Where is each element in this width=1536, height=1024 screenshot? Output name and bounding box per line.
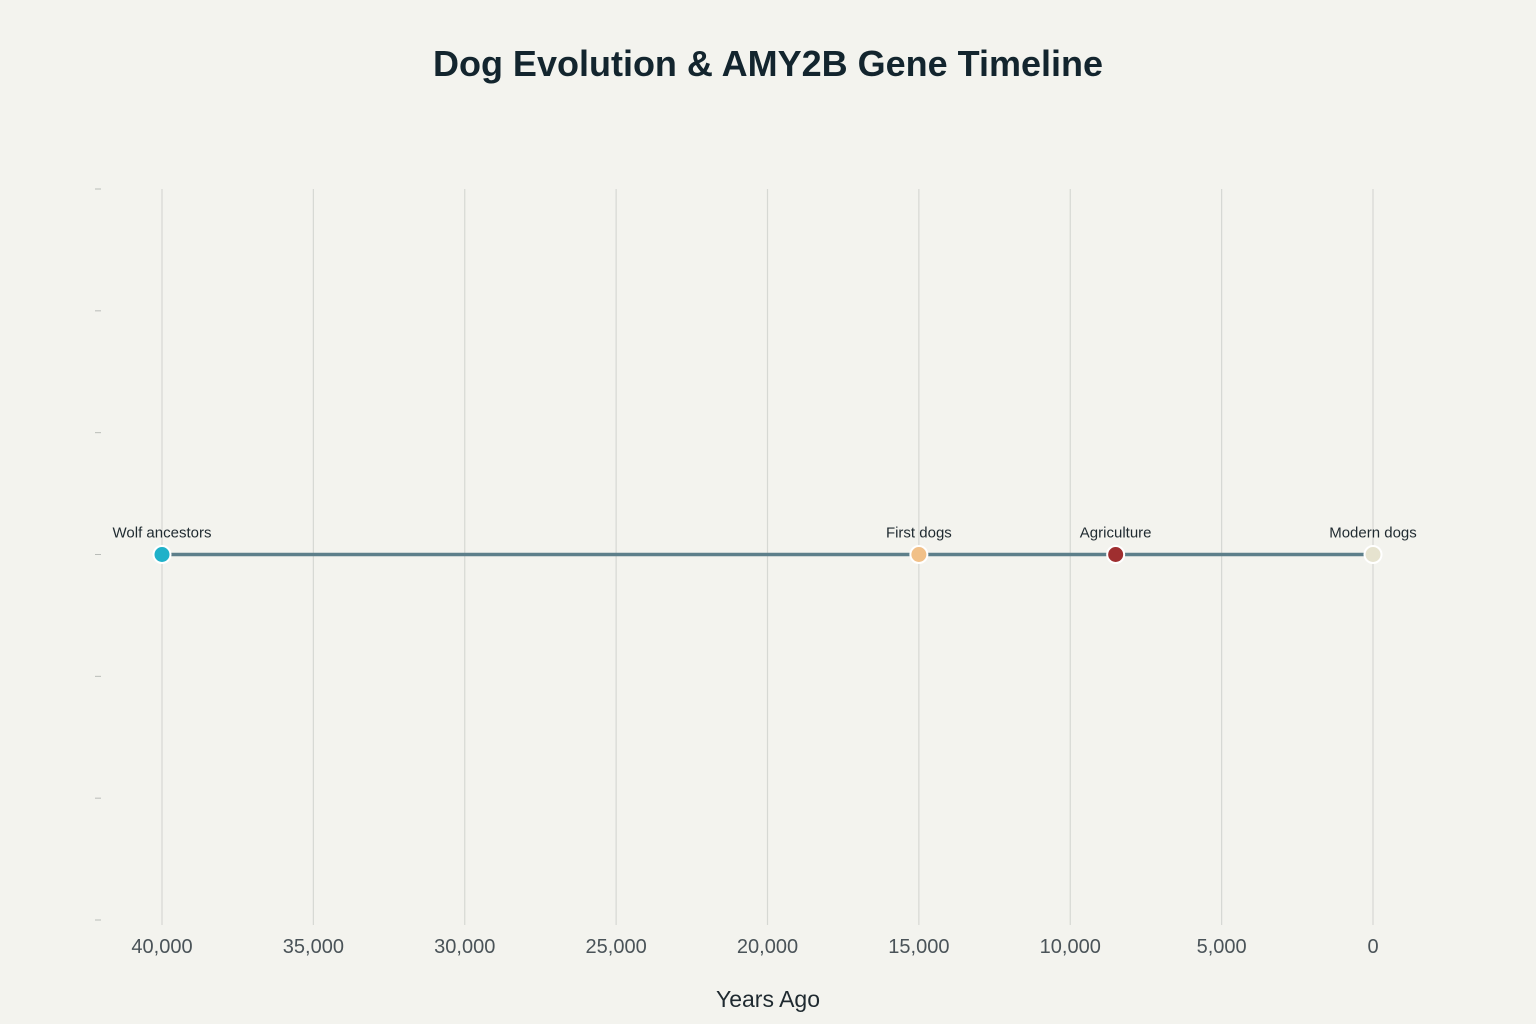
data-label: Agriculture xyxy=(1080,525,1152,542)
x-tick-label: 20,000 xyxy=(737,936,798,958)
points-layer xyxy=(152,545,1383,564)
data-label: First dogs xyxy=(886,525,952,542)
x-tick-labels-layer: 40,000 35,000 30,000 25,000 20,000 15,000 10,0… xyxy=(131,936,1378,958)
x-tick-label: 10,000 xyxy=(1040,936,1101,958)
y-tick-layer xyxy=(95,188,101,921)
data-point xyxy=(1363,545,1383,564)
x-tick-label: 15,000 xyxy=(888,936,949,958)
x-tick-label: 25,000 xyxy=(586,936,647,958)
data-point xyxy=(909,545,929,564)
data-label: Wolf ancestors xyxy=(113,525,212,542)
x-tick-label: 35,000 xyxy=(283,936,344,958)
x-tick-label: 0 xyxy=(1367,936,1378,958)
x-tick-label: 40,000 xyxy=(131,936,192,958)
data-point xyxy=(152,545,172,564)
data-label: Modern dogs xyxy=(1329,525,1417,542)
point-labels-layer: Wolf ancestors First dogs Agriculture Moder… xyxy=(113,525,1417,542)
data-point xyxy=(1106,545,1126,564)
chart-title: Dog Evolution & AMY2B Gene Timeline xyxy=(433,43,1103,84)
x-axis-title: Years Ago xyxy=(716,986,820,1012)
x-tick-label: 5,000 xyxy=(1197,936,1247,958)
x-tick-label: 30,000 xyxy=(434,936,495,958)
grid-layer xyxy=(161,189,1374,925)
